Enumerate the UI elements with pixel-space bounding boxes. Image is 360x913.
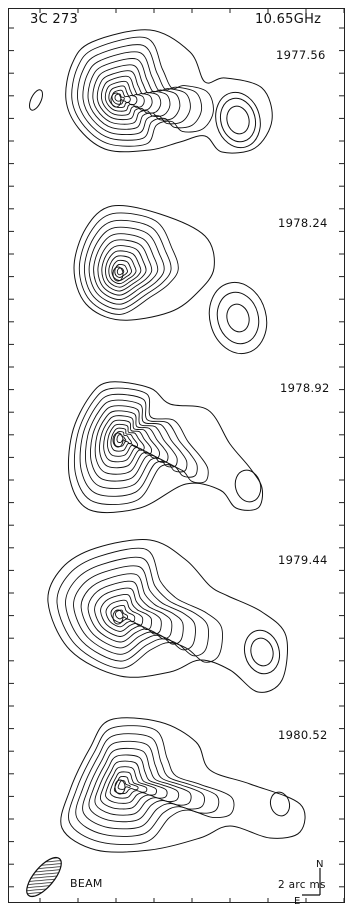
core-contour — [73, 565, 196, 655]
outer-contour — [65, 29, 273, 154]
jet-component-contour — [226, 105, 250, 135]
core-contour — [114, 609, 128, 620]
core-contour — [99, 760, 168, 810]
plot-frame — [8, 8, 345, 903]
core-contour — [111, 89, 131, 105]
core-contour — [105, 766, 157, 804]
core-contour — [94, 587, 162, 637]
frequency-label: 10.65GHz — [255, 12, 322, 27]
core-contour — [101, 245, 147, 292]
core-contour — [111, 259, 132, 281]
core-contour — [85, 399, 188, 489]
core-contour — [110, 604, 136, 624]
core-contour — [90, 405, 178, 482]
epoch-label-3: 1978.92 — [280, 381, 330, 395]
jet-component-contour — [216, 291, 260, 345]
core-contour — [77, 44, 203, 141]
core-contour — [107, 423, 145, 457]
jet-component-contour — [208, 281, 268, 355]
core-contour — [71, 36, 214, 147]
core-contour — [113, 776, 139, 794]
core-contour — [116, 267, 125, 276]
core-contour — [56, 547, 223, 669]
core-contour — [82, 51, 191, 136]
outer-contour — [73, 204, 215, 321]
core-contour — [88, 747, 192, 823]
core-contour — [103, 419, 152, 463]
core-contour — [78, 212, 179, 315]
core-contour — [92, 64, 171, 125]
core-contour — [80, 573, 184, 649]
east-label: E — [294, 896, 301, 907]
core-contour — [97, 239, 153, 296]
core-contour — [94, 754, 180, 816]
core-contour — [110, 427, 138, 452]
core-contour — [93, 233, 159, 300]
core-peak-contour — [110, 92, 122, 108]
jet-component-contour — [226, 303, 250, 333]
core-peak-contour — [112, 432, 124, 448]
core-contour — [114, 93, 125, 102]
core-contour — [117, 780, 131, 790]
core-contour — [73, 387, 209, 505]
source-name: 3C 273 — [30, 12, 79, 27]
side-component-contour — [29, 89, 43, 111]
epoch-label-2: 1978.24 — [278, 216, 328, 230]
core-contour — [108, 85, 138, 108]
core-contour — [96, 70, 162, 121]
core-contour — [94, 410, 169, 475]
core-contour — [101, 75, 153, 116]
core-contour — [109, 771, 148, 799]
jet-component-contour — [234, 469, 262, 503]
core-contour — [105, 599, 144, 628]
jet-component-contour — [215, 91, 261, 149]
core-peak-contour — [112, 609, 124, 625]
epoch-label-5: 1980.52 — [278, 728, 328, 742]
core-contour — [75, 733, 220, 837]
core-contour — [114, 263, 128, 278]
core-contour — [108, 255, 137, 285]
core-contour — [104, 80, 145, 112]
scale-bar-label: 2 arc ms — [278, 879, 326, 891]
core-contour — [113, 431, 132, 447]
beam-ellipse — [26, 856, 62, 898]
beam-label: BEAM — [70, 877, 103, 890]
jet-component-contour — [250, 637, 274, 667]
core-contour — [87, 580, 173, 643]
epoch-label-4: 1979.44 — [278, 553, 328, 567]
core-contour — [83, 219, 172, 310]
core-contour — [100, 593, 153, 632]
core-contour — [82, 740, 205, 830]
jet-component-contour — [243, 629, 281, 675]
core-contour — [79, 393, 198, 497]
outer-contour — [60, 717, 306, 853]
core-peak-contour — [112, 266, 124, 282]
jet-component-contour — [269, 791, 291, 817]
core-peak-contour — [114, 779, 126, 795]
core-contour — [88, 226, 165, 305]
core-contour — [87, 58, 181, 130]
core-contour — [105, 250, 142, 288]
north-label: N — [316, 859, 324, 870]
core-contour — [65, 556, 209, 662]
outer-contour — [47, 539, 288, 693]
epoch-label-1: 1977.56 — [276, 48, 326, 62]
outer-contour — [67, 381, 264, 514]
core-contour — [68, 725, 235, 845]
core-contour — [116, 434, 127, 443]
core-contour — [99, 415, 160, 469]
jet-component-contour — [219, 97, 257, 143]
